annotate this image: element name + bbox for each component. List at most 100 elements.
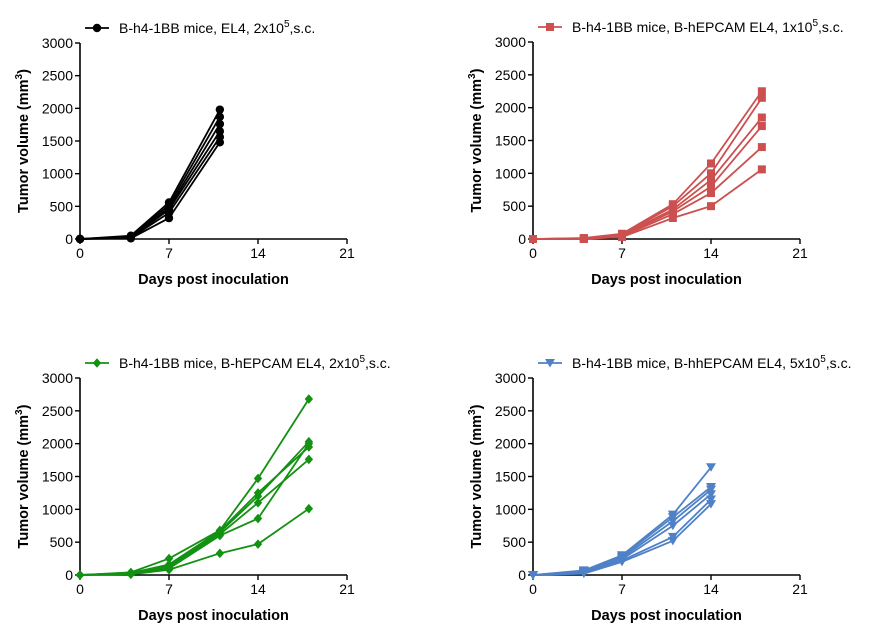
data-point bbox=[215, 548, 225, 559]
data-point bbox=[529, 235, 537, 243]
legend-label: B-h4-1BB mice, B-hEPCAM EL4, 2x105,s.c. bbox=[119, 354, 391, 371]
series-line-4 bbox=[79, 441, 310, 576]
y-tick-label: 2500 bbox=[495, 403, 526, 419]
data-point bbox=[617, 551, 627, 560]
x-tick-label: 14 bbox=[703, 581, 719, 597]
data-point bbox=[215, 105, 225, 114]
y-tick-label: 1500 bbox=[42, 469, 73, 485]
y-tick-label: 3000 bbox=[495, 370, 526, 386]
data-point bbox=[578, 566, 589, 575]
legend-marker bbox=[545, 359, 555, 368]
legend-label: B-h4-1BB mice, B-hEPCAM EL4, 1x105,s.c. bbox=[572, 18, 844, 35]
y-tick-label: 1500 bbox=[495, 133, 526, 149]
x-axis-title: Days post inoculation bbox=[138, 272, 289, 288]
data-point bbox=[528, 571, 538, 580]
x-tick-label: 7 bbox=[165, 245, 173, 261]
data-point bbox=[757, 122, 766, 131]
data-point bbox=[579, 234, 588, 243]
x-tick-label: 21 bbox=[792, 245, 808, 261]
data-point bbox=[706, 483, 716, 492]
chart-panel-1: 0 500 1000 1500 2000 2500 3000 0 7 14 21 Days post … bbox=[14, 19, 355, 288]
legend-label: B-h4-1BB mice, B-hhEPCAM EL4, 5x105,s.c. bbox=[572, 354, 851, 371]
x-tick-label: 14 bbox=[703, 245, 719, 261]
data-point bbox=[618, 229, 626, 238]
series-line-3 bbox=[79, 458, 310, 576]
data-point bbox=[75, 570, 85, 580]
y-axis-title: Tumor volume (mm3) bbox=[467, 68, 485, 212]
data-point bbox=[707, 202, 715, 211]
y-tick-label: 1500 bbox=[495, 469, 526, 485]
series-line-5 bbox=[532, 97, 763, 240]
data-point bbox=[757, 87, 766, 96]
y-tick-label: 1000 bbox=[495, 165, 526, 181]
legend-label: B-h4-1BB mice, EL4, 2x105,s.c. bbox=[119, 19, 315, 36]
series-line-1 bbox=[533, 168, 763, 240]
data-point bbox=[757, 93, 766, 102]
y-tick-label: 3000 bbox=[42, 370, 73, 386]
data-point bbox=[253, 539, 263, 549]
x-tick-label: 0 bbox=[76, 245, 84, 261]
y-tick-label: 0 bbox=[65, 231, 73, 247]
data-point bbox=[126, 231, 136, 240]
data-point bbox=[75, 234, 85, 244]
x-tick-label: 14 bbox=[250, 581, 266, 597]
data-point bbox=[707, 182, 715, 191]
series-line-6 bbox=[79, 109, 221, 240]
x-axis-title: Days post inoculation bbox=[591, 608, 742, 624]
data-point bbox=[707, 189, 715, 198]
chart-panel-2: 0 500 1000 1500 2000 2500 3000 0 7 14 21 Days post … bbox=[467, 18, 844, 288]
data-point bbox=[757, 113, 766, 122]
y-tick-label: 1000 bbox=[42, 501, 73, 517]
series-line-5 bbox=[79, 116, 221, 240]
data-point bbox=[164, 198, 174, 207]
data-point bbox=[667, 510, 678, 520]
x-tick-label: 21 bbox=[339, 581, 355, 597]
chart-panel-3: 0 500 1000 1500 2000 2500 3000 0 7 14 21 Days post … bbox=[14, 354, 391, 624]
series-line-5 bbox=[79, 446, 310, 576]
y-tick-label: 2000 bbox=[42, 100, 73, 116]
x-tick-label: 0 bbox=[529, 245, 537, 261]
data-point bbox=[304, 436, 314, 447]
y-tick-label: 3000 bbox=[42, 35, 73, 51]
data-point bbox=[164, 553, 174, 564]
series-line-6 bbox=[532, 90, 763, 240]
data-point bbox=[304, 503, 314, 514]
y-tick-label: 1500 bbox=[42, 133, 73, 149]
y-tick-label: 3000 bbox=[495, 34, 526, 50]
series-line-1 bbox=[79, 507, 310, 576]
data-point bbox=[253, 513, 263, 524]
x-tick-label: 14 bbox=[250, 245, 266, 261]
x-tick-label: 7 bbox=[165, 581, 173, 597]
series-line-6 bbox=[79, 398, 310, 576]
data-point bbox=[126, 567, 136, 578]
data-point bbox=[706, 463, 716, 472]
y-tick-label: 2000 bbox=[495, 436, 526, 452]
x-tick-label: 7 bbox=[618, 245, 626, 261]
x-tick-label: 7 bbox=[618, 581, 626, 597]
y-axis-title: Tumor volume (mm3) bbox=[14, 404, 32, 548]
x-tick-label: 0 bbox=[76, 581, 84, 597]
data-point bbox=[253, 497, 263, 508]
y-axis-title: Tumor volume (mm3) bbox=[467, 404, 485, 548]
y-tick-label: 2000 bbox=[495, 100, 526, 116]
x-tick-label: 0 bbox=[529, 581, 537, 597]
data-point bbox=[757, 165, 766, 174]
y-tick-label: 0 bbox=[518, 231, 526, 247]
y-tick-label: 2500 bbox=[42, 403, 73, 419]
data-point bbox=[707, 159, 715, 168]
data-point bbox=[304, 454, 314, 465]
data-point bbox=[304, 442, 314, 452]
y-tick-label: 500 bbox=[503, 198, 527, 214]
data-point bbox=[164, 559, 174, 570]
y-tick-label: 2500 bbox=[495, 67, 526, 83]
x-axis-title: Days post inoculation bbox=[138, 608, 289, 624]
y-tick-label: 0 bbox=[65, 567, 73, 583]
legend-marker bbox=[92, 23, 102, 33]
legend-marker bbox=[546, 23, 554, 31]
data-point bbox=[668, 200, 677, 209]
y-tick-label: 1000 bbox=[42, 166, 73, 182]
data-point bbox=[253, 473, 263, 484]
x-tick-label: 21 bbox=[339, 245, 355, 261]
y-tick-label: 2500 bbox=[42, 68, 73, 84]
